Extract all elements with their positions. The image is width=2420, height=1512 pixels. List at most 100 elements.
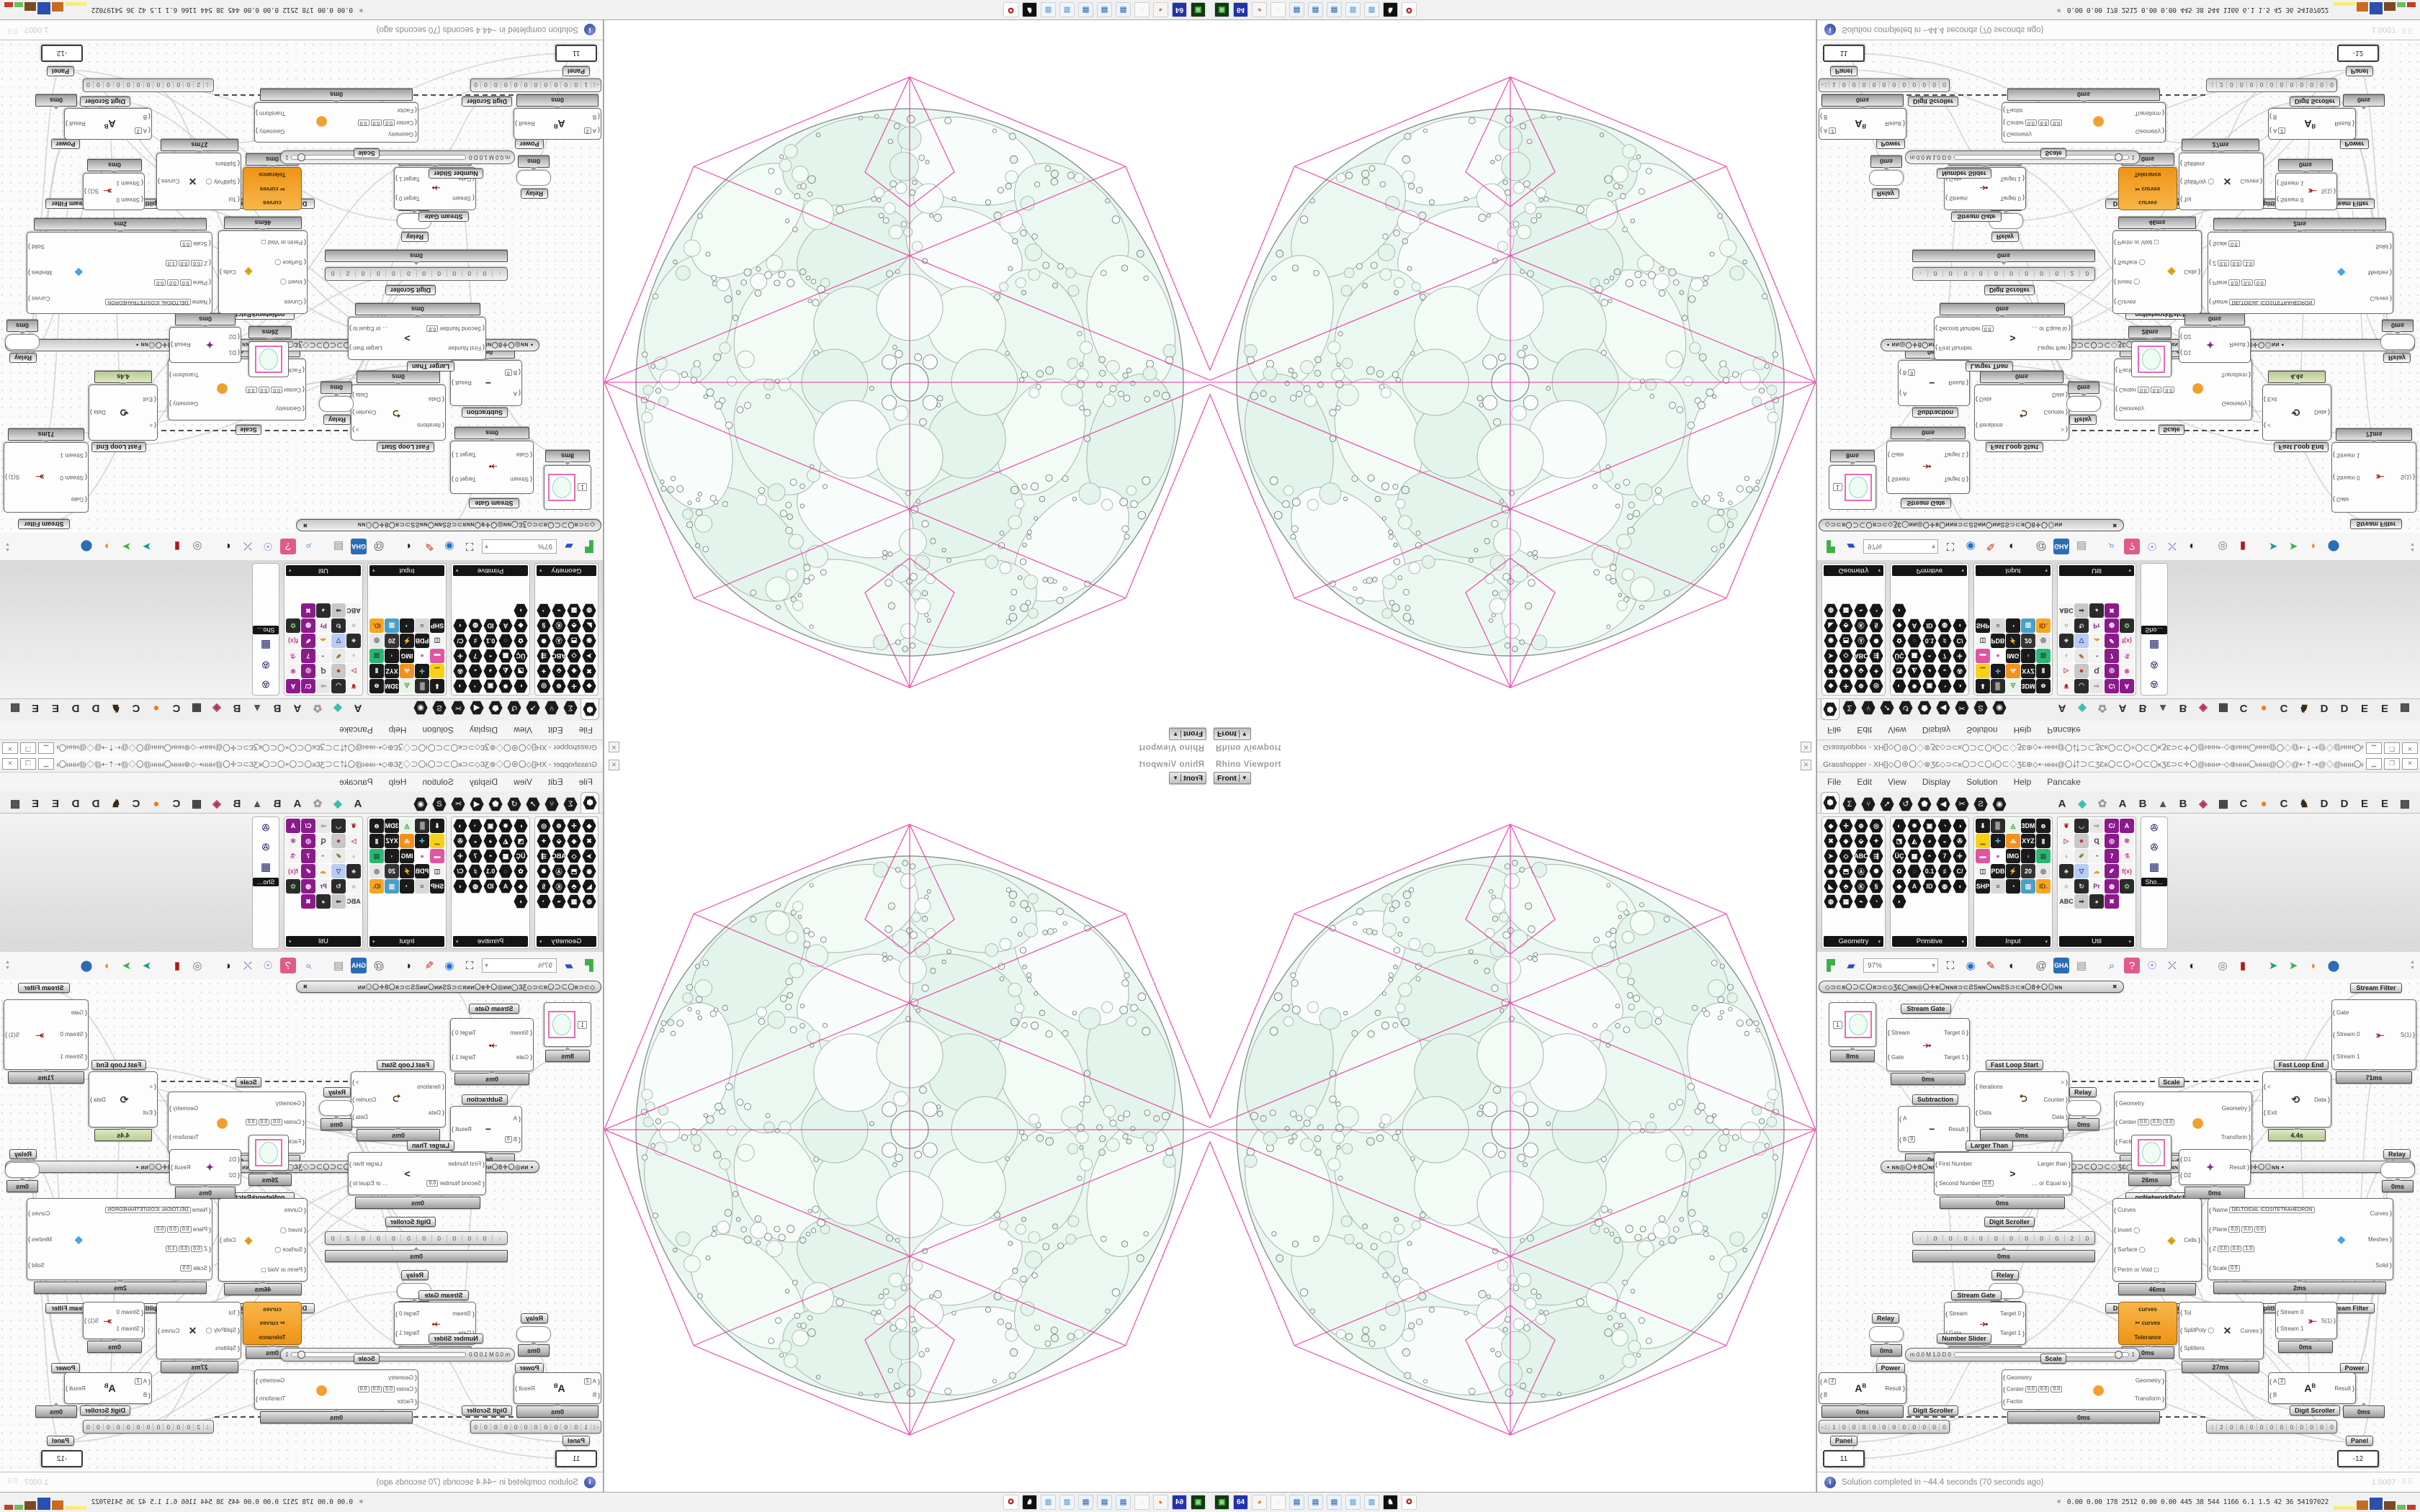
plugin-tab[interactable]: ▲	[251, 702, 263, 715]
port-value-box[interactable]: 0.0	[271, 386, 282, 393]
toolbar-icon-19[interactable]: ⬤	[80, 540, 93, 552]
component-icon[interactable]: ↻	[2074, 618, 2089, 633]
zoom-value-input[interactable]	[501, 960, 554, 971]
component-icon[interactable]: ◓	[483, 849, 498, 863]
plugin-tab[interactable]: B	[273, 797, 282, 810]
digit-cell[interactable]: 0	[2003, 1234, 2018, 1242]
param-tab[interactable]: ◀	[468, 796, 485, 813]
component-icon[interactable]: ◆	[582, 679, 596, 693]
port-value-box[interactable]: 0.0	[191, 1246, 203, 1252]
component-icon[interactable]: SHP	[1976, 879, 1990, 894]
slider-knob[interactable]	[2114, 1351, 2123, 1359]
component-icon[interactable]: ⚡	[2006, 634, 2020, 648]
gh-component[interactable]: (<(Exit ⟲ Data)	[2262, 384, 2331, 441]
plugin-tab[interactable]: A	[2058, 702, 2066, 715]
component-icon[interactable]: A	[2120, 819, 2134, 833]
digit-cell[interactable]: 0	[1929, 1423, 1939, 1431]
component-icon[interactable]: ◑	[1953, 819, 1967, 833]
toolbar-icon-14[interactable]: ◎	[192, 960, 202, 972]
taskbar-app-icon[interactable]: ▤	[1308, 1495, 1323, 1510]
component-icon[interactable]: ≡	[1991, 879, 2005, 894]
palette-label[interactable]: Primitive ▾	[453, 565, 528, 576]
node-nameplate[interactable]: Fast Loop Start	[1986, 1060, 2043, 1070]
node-nameplate[interactable]: Power	[2340, 1363, 2369, 1373]
digit-cell[interactable]: 0	[571, 81, 582, 89]
gh-component[interactable]: (A 2(B AB Result)	[514, 1372, 601, 1404]
component-icon[interactable]: 🝆	[400, 834, 414, 848]
port-value-box[interactable]: 0.0	[154, 279, 166, 286]
component-icon[interactable]: ▣	[483, 679, 498, 693]
taskbar-app-icon[interactable]: ▥	[1345, 1495, 1361, 1510]
digit-cell[interactable]: 0	[326, 1234, 341, 1242]
toolbar-icon-13[interactable]: ◐	[224, 540, 231, 553]
node-nameplate[interactable]: Power	[515, 139, 544, 149]
component-icon[interactable]: ◔	[316, 649, 331, 663]
digit-cell[interactable]: 0	[521, 81, 532, 89]
port-value-box[interactable]: 0	[1908, 1136, 1916, 1143]
plugin-tab[interactable]: ▦	[2218, 798, 2229, 810]
component-icon[interactable]: ◔	[1937, 819, 1952, 833]
plugin-tab[interactable]: D	[2320, 702, 2329, 715]
plugin-tab[interactable]: B	[2179, 702, 2187, 715]
taskbar-app-icon[interactable]: ▤	[1327, 1495, 1342, 1510]
component-icon[interactable]: ❦	[346, 679, 361, 693]
component-icon[interactable]: ⚗	[2120, 649, 2134, 663]
taskbar-app-icon[interactable]: ✪	[1402, 1495, 1417, 1510]
param-tab[interactable]: ◀	[468, 699, 485, 716]
toolbar-icon-9[interactable]: ⌕	[305, 959, 312, 972]
viewport-front-tab[interactable]: Front ▼	[1214, 728, 1251, 740]
port-value-box[interactable]: 0.0	[245, 1119, 257, 1126]
gh-component[interactable]: (Tol(SplitPoly ◯(Splitters ✕ Curves)	[2179, 153, 2264, 210]
palette-label[interactable]: Input ▾	[369, 936, 444, 947]
component-icon[interactable]: ID.	[2036, 879, 2051, 894]
component-icon[interactable]: ▤	[369, 849, 384, 863]
mini-palette-icon[interactable]: ꔮ	[2150, 841, 2159, 854]
node-nameplate[interactable]: Larger Than	[1966, 1140, 2013, 1151]
node-nameplate[interactable]: Fast Loop End	[91, 442, 146, 452]
plugin-tab[interactable]: ▦	[191, 702, 202, 714]
port-value-box[interactable]: 0.0	[370, 119, 382, 126]
port-value-box[interactable]: 2	[1829, 127, 1837, 134]
taskbar-app-icon[interactable]: ◕	[1153, 2, 1168, 17]
gh-component[interactable]: (<(Exit ⟲ Data)	[2262, 1071, 2331, 1128]
component-icon[interactable]: ✸	[1907, 679, 1922, 693]
node-nameplate[interactable]: Scale	[236, 1077, 261, 1087]
component-icon[interactable]: 20	[385, 864, 399, 878]
port-value-box[interactable]: 2	[583, 1378, 591, 1385]
component-icon[interactable]: 20	[2021, 634, 2035, 648]
taskbar-app-icon[interactable]: ♞	[1383, 2, 1398, 17]
taskbar-app-icon[interactable]: ▤	[1097, 2, 1112, 17]
component-icon[interactable]: ⇨	[2089, 819, 2104, 833]
component-icon[interactable]: ◍	[582, 603, 596, 618]
gh-component[interactable]: (A 2(B AB Result)	[514, 108, 601, 140]
component-icon[interactable]: 20	[2021, 864, 2035, 878]
digit-cell[interactable]: 0	[1927, 270, 1943, 278]
toolbar-icon-16[interactable]: ➤	[2268, 540, 2278, 552]
port-value-box[interactable]: 0.0	[2038, 1386, 2050, 1393]
component-icon[interactable]: ◕	[2089, 894, 2104, 909]
node-nameplate[interactable]: Scale	[2159, 1077, 2184, 1087]
node-nameplate[interactable]: Panel	[563, 1436, 590, 1446]
component-icon[interactable]: 3DM	[385, 819, 399, 833]
palette-label[interactable]: Geometry ▾	[1824, 565, 1883, 576]
viewport-close-button[interactable]: ✕	[1801, 742, 1811, 752]
param-tab[interactable]: ⬟	[1916, 796, 1933, 813]
digit-cell[interactable]: 1	[581, 81, 592, 89]
component-icon[interactable]: ▣	[483, 819, 498, 833]
component-icon[interactable]: ▁	[430, 834, 444, 848]
digit-cell[interactable]: 0	[93, 1423, 104, 1431]
port-value-box[interactable]: 2	[2278, 127, 2286, 134]
gh-component[interactable]: (Stream 0(Stream 1 ⤜ S(1))	[83, 173, 145, 210]
port-value-box[interactable]: 0.0	[1981, 1180, 1994, 1187]
component-icon[interactable]: ◆	[582, 819, 596, 833]
node-nameplate[interactable]: Power	[51, 1363, 80, 1373]
plugin-tab[interactable]: ▲	[2157, 797, 2169, 810]
gh-component[interactable]: (Stream(Gate⤞Target 0)Target 1)	[450, 441, 534, 494]
node-nameplate[interactable]: Scale	[2040, 1354, 2066, 1364]
node-nameplate[interactable]: Subtraction	[462, 408, 508, 418]
digit-scroller[interactable]: +1 1 0 0 0 0 0 0 0 0 0 0 0	[1819, 78, 1950, 92]
plugin-tab[interactable]: ✿	[313, 702, 323, 714]
component-icon[interactable]: ♯	[468, 634, 483, 648]
component-icon[interactable]: ⇨	[2089, 679, 2104, 693]
